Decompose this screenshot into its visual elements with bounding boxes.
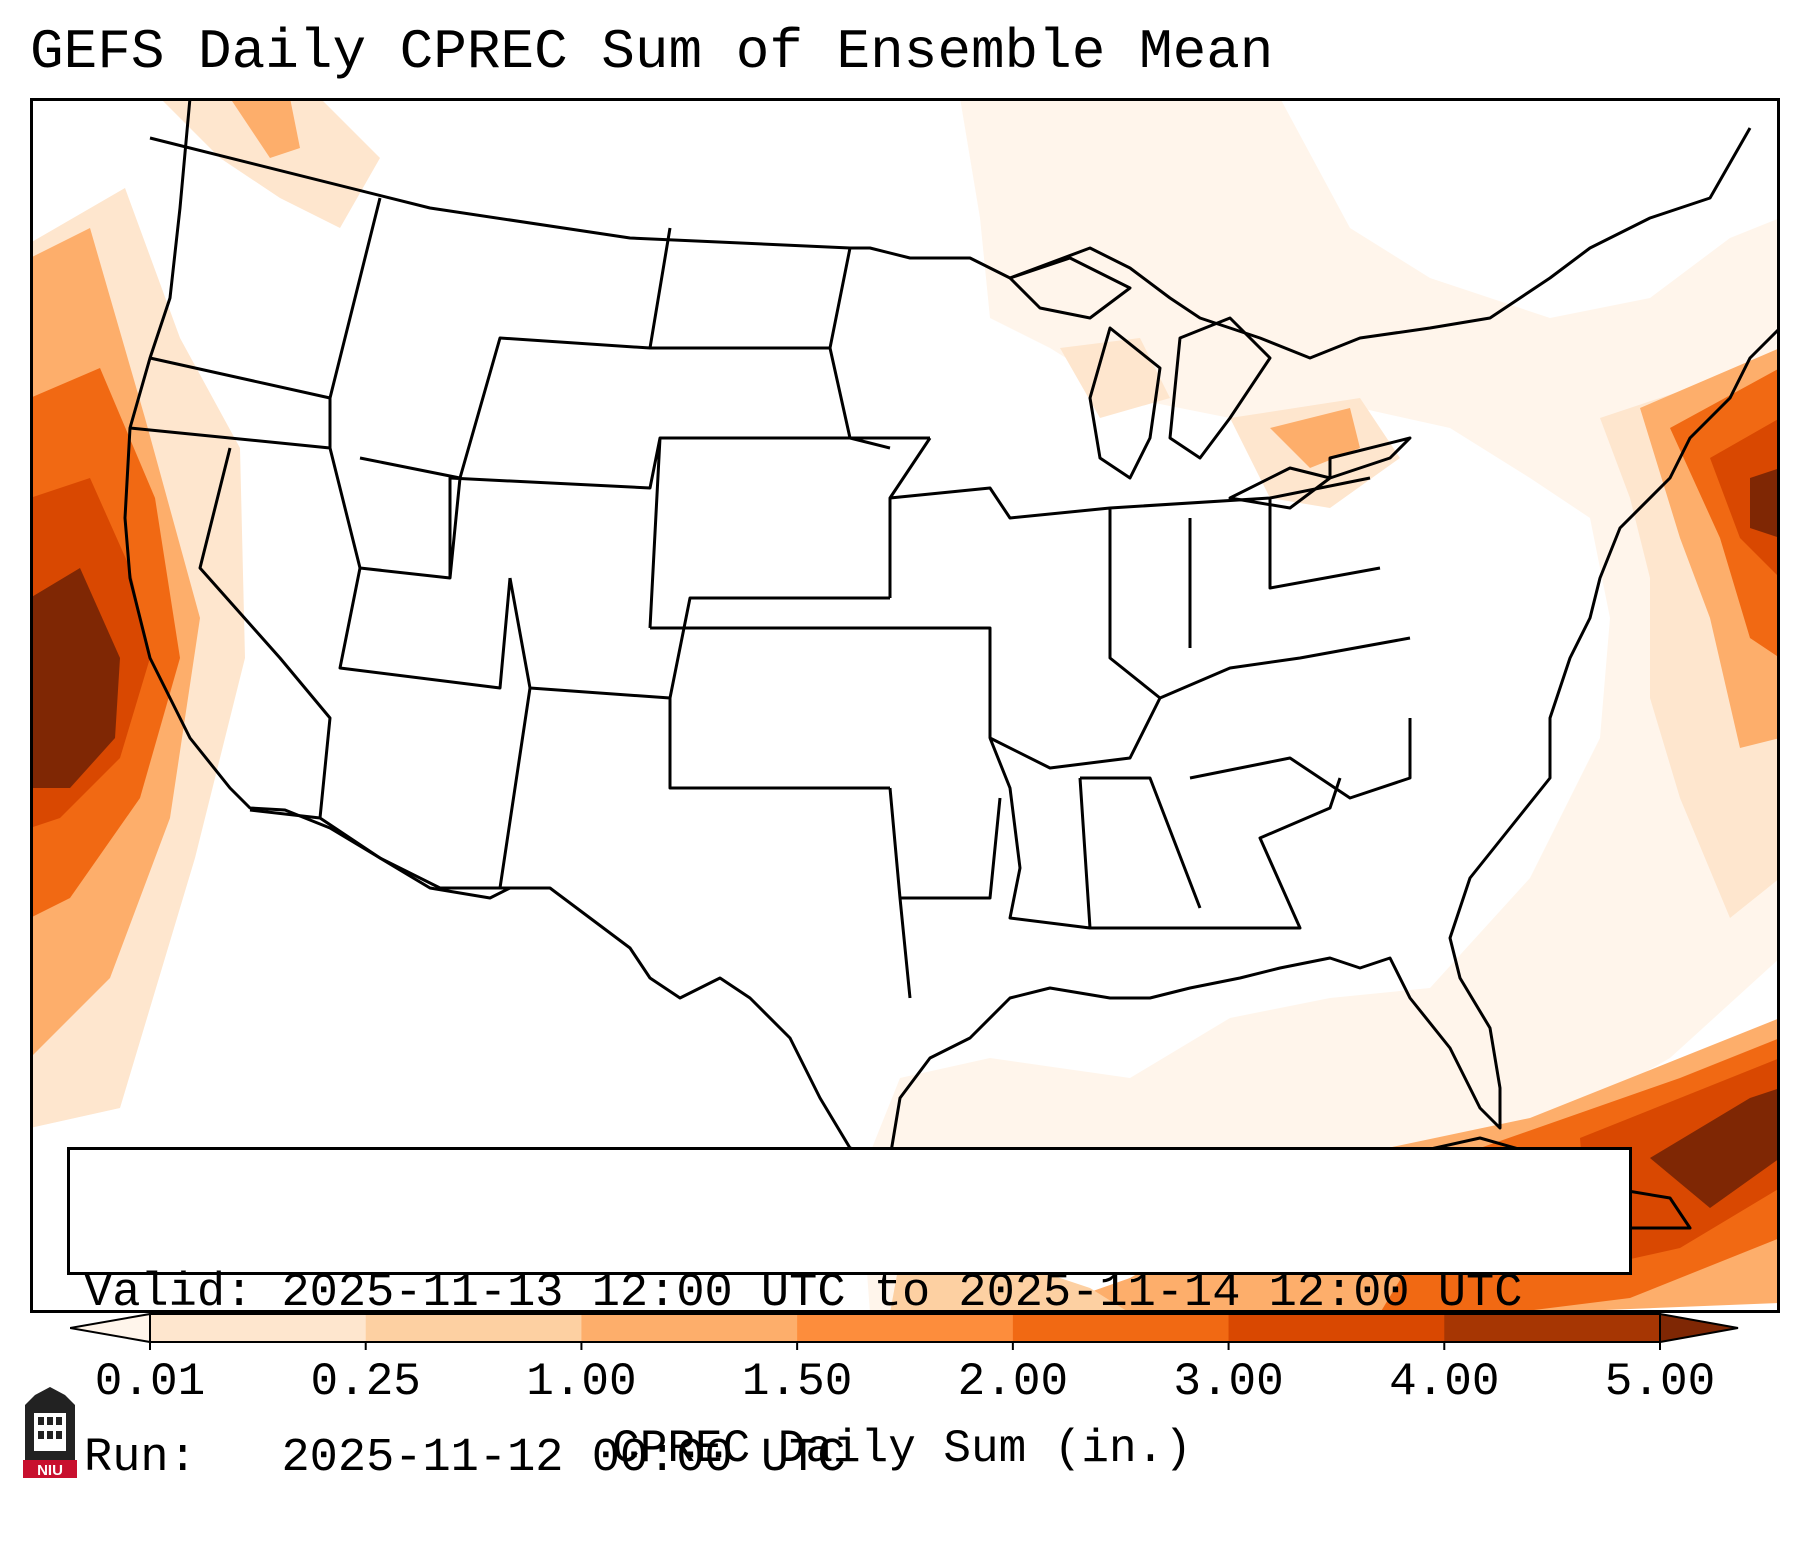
colorbar-tick-label: 4.00 xyxy=(1389,1356,1500,1408)
colorbar-segment xyxy=(581,1314,798,1342)
run-label: Run: xyxy=(84,1432,197,1485)
colorbar-tick-label: 2.00 xyxy=(957,1356,1069,1408)
state-lines xyxy=(129,197,1412,999)
great-lakes xyxy=(1008,256,1412,510)
map-title: GEFS Daily CPREC Sum of Ensemble Mean xyxy=(30,20,1274,84)
colorbar-tick-label: 1.00 xyxy=(526,1356,637,1408)
run-value: 2025-11-12 00:00 UTC xyxy=(281,1432,846,1485)
map-frame xyxy=(30,98,1780,1313)
colorbar-tick-label: 3.00 xyxy=(1173,1356,1284,1408)
colorbar-segment xyxy=(150,1314,367,1342)
colorbar-segment xyxy=(365,1314,582,1342)
us-outline xyxy=(123,98,1780,1160)
map-boundaries xyxy=(123,98,1780,1230)
colorbar-tick-label: 0.25 xyxy=(310,1356,421,1408)
valid-line: Valid: 2025-11-13 12:00 UTC to 2025-11-1… xyxy=(84,1266,1615,1321)
colorbar-tick-label: 5.00 xyxy=(1604,1356,1716,1408)
colorbar-segment xyxy=(1012,1314,1230,1342)
valid-value: 2025-11-13 12:00 UTC to 2025-11-14 12:00… xyxy=(281,1267,1523,1320)
precipitation-map xyxy=(30,98,1780,1313)
colorbar-tick-label: 0.01 xyxy=(94,1356,206,1408)
precipitation-shading xyxy=(30,98,1780,1313)
valid-run-info-box: Valid: 2025-11-13 12:00 UTC to 2025-11-1… xyxy=(67,1147,1632,1485)
niu-logo: NIU xyxy=(23,1387,77,1479)
colorbar xyxy=(70,1312,1739,1350)
colorbar-frame xyxy=(149,1313,1661,1343)
colorbar-segment xyxy=(797,1314,1014,1342)
mexico-border xyxy=(249,808,550,890)
colorbar-segment xyxy=(1444,1314,1661,1342)
logo-text: NIU xyxy=(37,1462,63,1479)
colorbar-tick-label: 1.50 xyxy=(741,1356,853,1408)
run-line: Run: 2025-11-12 00:00 UTC xyxy=(84,1431,1615,1486)
colorbar-extend-high xyxy=(1659,1312,1739,1344)
valid-label: Valid: xyxy=(84,1267,254,1320)
colorbar-label: CPREC Daily Sum (in.) xyxy=(612,1423,1192,1475)
colorbar-extend-low xyxy=(70,1312,151,1344)
canada-border xyxy=(149,127,1752,360)
colorbar-segment xyxy=(1228,1314,1445,1342)
